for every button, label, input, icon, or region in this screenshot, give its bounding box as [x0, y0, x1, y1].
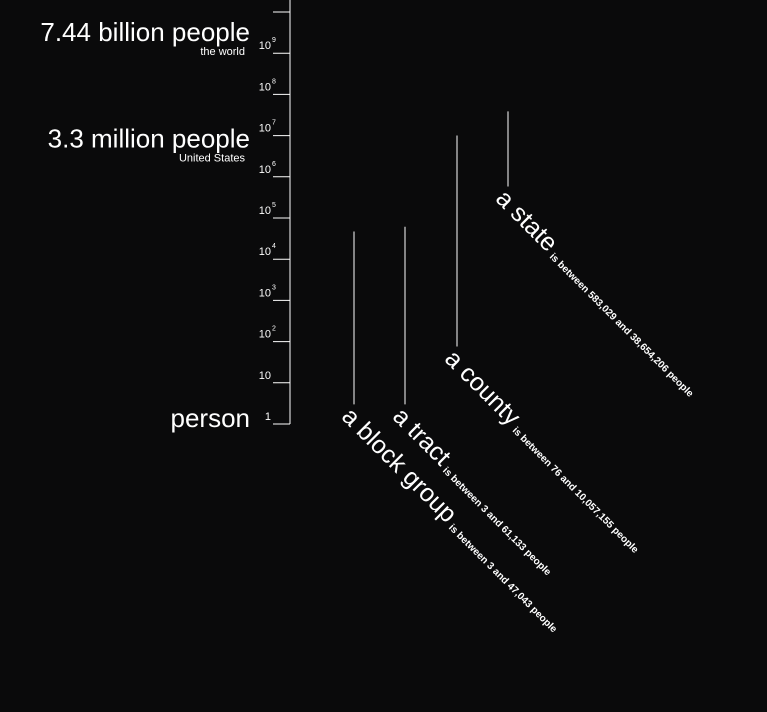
y-tick-exponent: 2 [272, 326, 276, 333]
y-tick-label: 10 [259, 329, 271, 341]
reference-sublabel: the world [200, 46, 245, 58]
reference-label: 3.3 million people [48, 123, 250, 153]
y-tick-label: 1 [265, 411, 271, 423]
bar-name-label: a state [490, 184, 563, 257]
bar-range-label: is between 3 and 47,043 people [446, 522, 559, 635]
y-tick-label: 10 [259, 81, 271, 93]
y-tick-exponent: 7 [272, 120, 276, 127]
bar-range-label: is between 583,029 and 38,654,206 people [547, 251, 695, 399]
bar-name-label: a county [439, 344, 526, 431]
reference-label: person [171, 403, 251, 433]
y-tick-exponent: 4 [272, 243, 276, 250]
y-tick-label: 10 [259, 40, 271, 52]
bar-range-label: is between 3 and 61,133 people [440, 465, 553, 578]
y-tick-label: 10 [259, 123, 271, 135]
reference-sublabel: United States [179, 152, 246, 164]
y-tick-exponent: 6 [272, 161, 276, 168]
y-tick-label: 10 [259, 205, 271, 217]
y-tick-label: 10 [259, 246, 271, 258]
y-tick-label: 10 [259, 370, 271, 382]
y-tick-exponent: 9 [272, 37, 276, 44]
bar-range-label: is between 76 and 10,057,155 people [510, 425, 641, 556]
y-tick-label: 10 [259, 164, 271, 176]
y-tick-exponent: 5 [272, 202, 276, 209]
y-tick-exponent: 3 [272, 284, 276, 291]
reference-label: 7.44 billion people [40, 17, 250, 47]
y-tick-label: 10 [259, 287, 271, 299]
y-tick-exponent: 8 [272, 78, 276, 85]
